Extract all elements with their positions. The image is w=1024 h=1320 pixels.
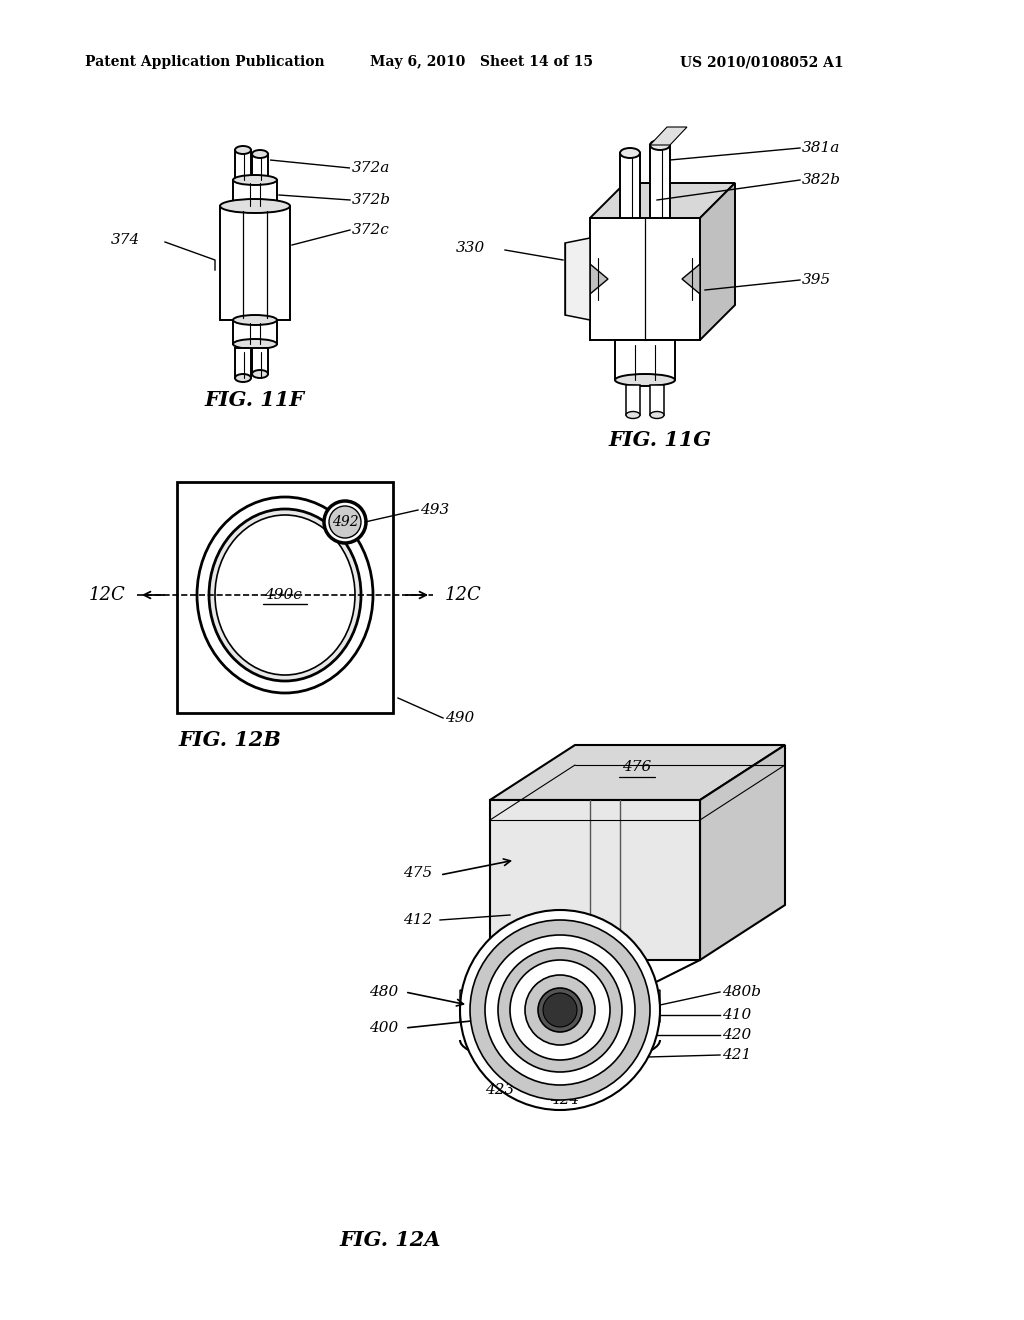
Ellipse shape bbox=[540, 1063, 580, 1077]
Polygon shape bbox=[233, 319, 278, 345]
Text: Patent Application Publication: Patent Application Publication bbox=[85, 55, 325, 69]
Text: 372a: 372a bbox=[352, 161, 390, 176]
Circle shape bbox=[460, 909, 660, 1110]
Polygon shape bbox=[460, 990, 472, 1026]
Text: 421: 421 bbox=[722, 1048, 752, 1063]
Ellipse shape bbox=[620, 148, 640, 158]
Text: 480b: 480b bbox=[722, 985, 761, 999]
Text: 395: 395 bbox=[802, 273, 831, 286]
Bar bbox=[177, 482, 393, 713]
Ellipse shape bbox=[252, 370, 268, 378]
Ellipse shape bbox=[233, 339, 278, 348]
Ellipse shape bbox=[220, 199, 290, 213]
Text: 412: 412 bbox=[402, 913, 432, 927]
Text: 490c: 490c bbox=[264, 587, 302, 602]
Text: 12C: 12C bbox=[445, 586, 481, 605]
Text: FIG. 11F: FIG. 11F bbox=[205, 389, 305, 411]
Text: 12C: 12C bbox=[88, 586, 125, 605]
Ellipse shape bbox=[252, 150, 268, 158]
Polygon shape bbox=[650, 145, 670, 218]
Text: 400: 400 bbox=[369, 1020, 398, 1035]
Text: 330: 330 bbox=[456, 242, 485, 255]
Ellipse shape bbox=[209, 510, 361, 681]
Polygon shape bbox=[565, 238, 590, 319]
Text: 381a: 381a bbox=[802, 141, 841, 154]
Circle shape bbox=[525, 975, 595, 1045]
Text: 420: 420 bbox=[722, 1028, 752, 1041]
Polygon shape bbox=[626, 385, 640, 414]
Text: FIG. 11G: FIG. 11G bbox=[608, 430, 712, 450]
Text: FIG. 12B: FIG. 12B bbox=[178, 730, 282, 750]
Circle shape bbox=[470, 920, 650, 1100]
Polygon shape bbox=[700, 183, 735, 341]
Ellipse shape bbox=[460, 972, 660, 1048]
Text: 424: 424 bbox=[550, 1093, 580, 1107]
Text: FIG. 12A: FIG. 12A bbox=[339, 1230, 440, 1250]
Text: 423: 423 bbox=[485, 1082, 515, 1097]
Text: 492: 492 bbox=[332, 515, 358, 529]
Polygon shape bbox=[252, 348, 268, 374]
Text: May 6, 2010   Sheet 14 of 15: May 6, 2010 Sheet 14 of 15 bbox=[370, 55, 593, 69]
Polygon shape bbox=[234, 348, 251, 378]
Text: 410: 410 bbox=[722, 1008, 752, 1022]
Polygon shape bbox=[650, 385, 664, 414]
Ellipse shape bbox=[650, 140, 670, 150]
Polygon shape bbox=[233, 180, 278, 206]
Polygon shape bbox=[648, 990, 660, 1026]
Text: 372c: 372c bbox=[352, 223, 390, 238]
Ellipse shape bbox=[626, 412, 640, 418]
Polygon shape bbox=[650, 127, 687, 145]
Ellipse shape bbox=[233, 176, 278, 185]
Text: 490: 490 bbox=[445, 711, 474, 725]
Ellipse shape bbox=[615, 374, 675, 385]
Circle shape bbox=[324, 502, 366, 543]
Ellipse shape bbox=[234, 147, 251, 154]
Circle shape bbox=[543, 993, 577, 1027]
Polygon shape bbox=[234, 150, 251, 180]
Polygon shape bbox=[490, 800, 700, 960]
Circle shape bbox=[485, 935, 635, 1085]
Circle shape bbox=[510, 960, 610, 1060]
Polygon shape bbox=[700, 744, 785, 960]
Text: 372b: 372b bbox=[352, 193, 391, 207]
Polygon shape bbox=[615, 341, 675, 380]
Ellipse shape bbox=[234, 374, 251, 381]
Circle shape bbox=[329, 506, 361, 539]
Polygon shape bbox=[682, 264, 700, 294]
Ellipse shape bbox=[233, 315, 278, 325]
Polygon shape bbox=[540, 1038, 580, 1071]
Polygon shape bbox=[220, 206, 290, 319]
Text: US 2010/0108052 A1: US 2010/0108052 A1 bbox=[680, 55, 844, 69]
Polygon shape bbox=[590, 218, 700, 341]
Text: 475: 475 bbox=[402, 866, 432, 880]
Polygon shape bbox=[252, 154, 268, 180]
Polygon shape bbox=[620, 153, 640, 218]
Text: 374: 374 bbox=[111, 234, 139, 247]
Ellipse shape bbox=[215, 515, 355, 675]
Text: 480: 480 bbox=[369, 985, 398, 999]
Text: 493: 493 bbox=[420, 503, 450, 517]
Polygon shape bbox=[590, 264, 608, 294]
Ellipse shape bbox=[650, 412, 664, 418]
Text: 382b: 382b bbox=[802, 173, 841, 187]
Circle shape bbox=[538, 987, 582, 1032]
Polygon shape bbox=[590, 183, 735, 218]
Circle shape bbox=[498, 948, 622, 1072]
Polygon shape bbox=[490, 744, 785, 800]
Ellipse shape bbox=[197, 498, 373, 693]
Text: 476: 476 bbox=[623, 760, 651, 774]
